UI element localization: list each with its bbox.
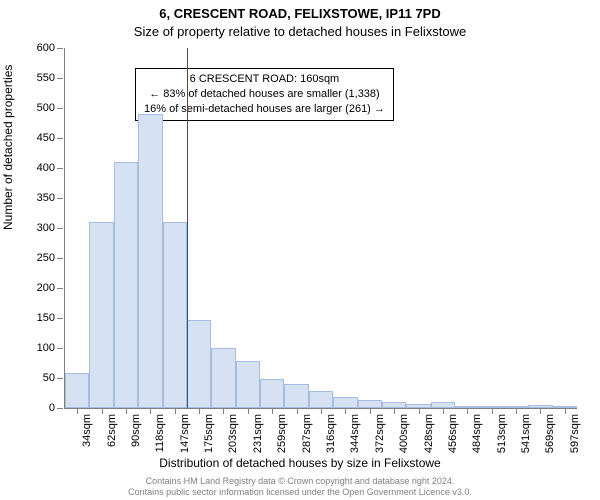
y-tick-label: 300 xyxy=(37,222,55,234)
histogram-bar xyxy=(358,400,382,408)
x-axis-label: Distribution of detached houses by size … xyxy=(0,456,600,470)
x-tick xyxy=(540,408,541,414)
x-tick-label: 259sqm xyxy=(276,414,288,453)
x-tick xyxy=(345,408,346,414)
x-tick xyxy=(394,408,395,414)
credits-line-1: Contains HM Land Registry data © Crown c… xyxy=(0,476,600,487)
x-tick xyxy=(370,408,371,414)
histogram-bar xyxy=(114,162,138,408)
x-tick-label: 118sqm xyxy=(154,414,166,452)
x-tick-label: 513sqm xyxy=(496,414,508,453)
y-tick xyxy=(57,168,63,169)
y-tick-label: 500 xyxy=(37,102,55,114)
reference-line xyxy=(187,48,188,408)
plot-area: 6 CRESCENT ROAD: 160sqm ← 83% of detache… xyxy=(64,48,577,409)
y-tick xyxy=(57,408,63,409)
x-tick xyxy=(175,408,176,414)
x-tick xyxy=(272,408,273,414)
annotation-line-1: 6 CRESCENT ROAD: 160sqm xyxy=(144,72,385,87)
histogram-bar xyxy=(163,222,187,408)
y-tick-label: 450 xyxy=(37,132,55,144)
x-tick xyxy=(467,408,468,414)
histogram-bar xyxy=(260,379,284,408)
x-tick-label: 484sqm xyxy=(471,414,483,453)
x-tick-label: 34sqm xyxy=(81,414,93,447)
y-tick-label: 250 xyxy=(37,252,55,264)
histogram-bar xyxy=(284,384,308,408)
x-tick-label: 372sqm xyxy=(374,414,386,453)
x-tick-label: 428sqm xyxy=(423,414,435,453)
y-tick-label: 200 xyxy=(37,282,55,294)
x-tick xyxy=(321,408,322,414)
x-tick xyxy=(492,408,493,414)
x-tick xyxy=(223,408,224,414)
histogram-bar xyxy=(236,361,260,408)
histogram-bar xyxy=(89,222,113,408)
x-tick xyxy=(126,408,127,414)
x-tick xyxy=(77,408,78,414)
y-tick xyxy=(57,288,63,289)
annotation-line-3: 16% of semi-detached houses are larger (… xyxy=(144,102,385,117)
histogram-bar xyxy=(309,391,333,408)
histogram-bar xyxy=(138,114,162,408)
x-tick xyxy=(248,408,249,414)
x-tick xyxy=(102,408,103,414)
y-axis-label: Number of detached properties xyxy=(1,65,15,230)
x-tick xyxy=(297,408,298,414)
x-tick-label: 541sqm xyxy=(520,414,532,453)
histogram-bar xyxy=(65,373,89,408)
chart-title-address: 6, CRESCENT ROAD, FELIXSTOWE, IP11 7PD xyxy=(0,6,600,21)
y-tick xyxy=(57,108,63,109)
x-tick-label: 90sqm xyxy=(130,414,142,447)
y-tick xyxy=(57,258,63,259)
x-tick-label: 62sqm xyxy=(106,414,118,447)
x-tick-label: 175sqm xyxy=(203,414,215,453)
x-tick-label: 456sqm xyxy=(447,414,459,453)
y-tick xyxy=(57,78,63,79)
y-tick xyxy=(57,348,63,349)
x-tick xyxy=(565,408,566,414)
y-tick-label: 100 xyxy=(37,342,55,354)
x-tick xyxy=(199,408,200,414)
y-tick-label: 150 xyxy=(37,312,55,324)
y-tick-label: 50 xyxy=(43,372,55,384)
x-tick-label: 316sqm xyxy=(325,414,337,453)
chart-title-subtitle: Size of property relative to detached ho… xyxy=(0,24,600,39)
x-tick xyxy=(150,408,151,414)
y-tick-label: 0 xyxy=(49,402,55,414)
chart-container: 6, CRESCENT ROAD, FELIXSTOWE, IP11 7PD S… xyxy=(0,0,600,500)
x-tick-label: 400sqm xyxy=(398,414,410,453)
y-tick-label: 600 xyxy=(37,42,55,54)
x-tick-label: 203sqm xyxy=(227,414,239,453)
histogram-bar xyxy=(333,397,357,408)
y-tick-label: 350 xyxy=(37,192,55,204)
histogram-bar xyxy=(211,348,235,408)
annotation-line-2: ← 83% of detached houses are smaller (1,… xyxy=(144,87,385,102)
y-tick xyxy=(57,318,63,319)
x-tick xyxy=(443,408,444,414)
x-tick xyxy=(419,408,420,414)
y-tick-label: 550 xyxy=(37,72,55,84)
histogram-bar xyxy=(187,320,211,408)
y-tick-label: 400 xyxy=(37,162,55,174)
x-tick-label: 569sqm xyxy=(544,414,556,453)
y-tick xyxy=(57,48,63,49)
annotation-box: 6 CRESCENT ROAD: 160sqm ← 83% of detache… xyxy=(135,68,394,121)
y-tick xyxy=(57,378,63,379)
x-tick-label: 344sqm xyxy=(349,414,361,453)
y-tick xyxy=(57,138,63,139)
x-tick xyxy=(516,408,517,414)
x-tick-label: 231sqm xyxy=(252,414,264,453)
x-tick-label: 287sqm xyxy=(301,414,313,453)
credits-line-2: Contains public sector information licen… xyxy=(0,487,600,498)
x-tick-label: 147sqm xyxy=(179,414,191,453)
x-tick-label: 597sqm xyxy=(569,414,581,453)
y-tick xyxy=(57,228,63,229)
credits: Contains HM Land Registry data © Crown c… xyxy=(0,476,600,498)
y-tick xyxy=(57,198,63,199)
